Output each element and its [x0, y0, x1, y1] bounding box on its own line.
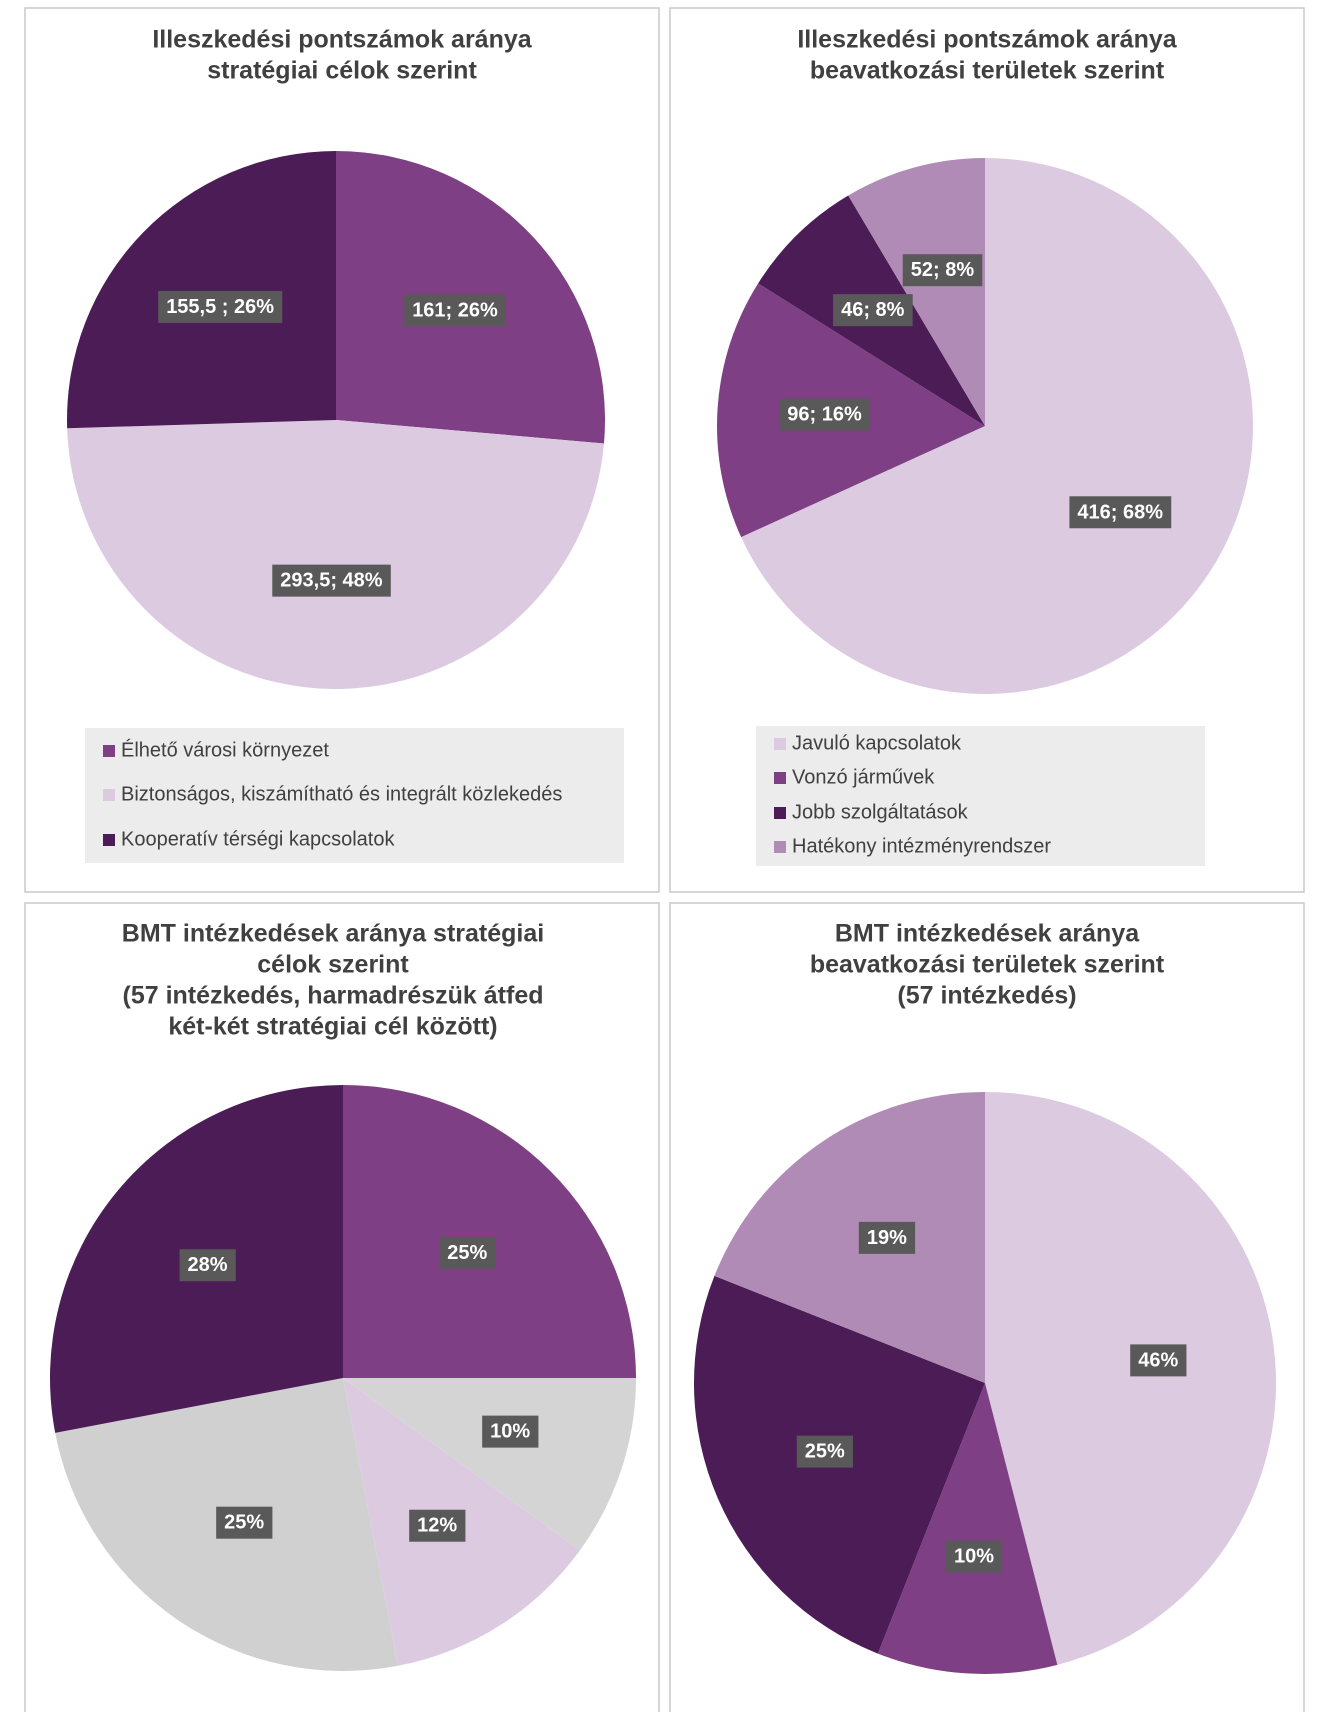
pie-slice: [877, 1383, 1058, 1674]
pie-slice: [741, 158, 1254, 694]
chart-title: stratégiai célok szerint: [207, 57, 477, 85]
chart-title: Illeszkedési pontszámok aránya: [152, 26, 532, 54]
legend-box: [85, 728, 624, 863]
legend-swatch: [774, 772, 786, 784]
legend-swatch: [774, 807, 786, 819]
legend-label: Kooperatív térségi kapcsolatok: [121, 828, 395, 850]
legend-label: Élhető városi környezet: [121, 738, 329, 761]
value-label: 25%: [805, 1441, 845, 1463]
pie-slice: [67, 151, 336, 429]
value-label: 155,5 ; 26%: [166, 296, 274, 318]
panel: [24, 7, 660, 893]
chart-title: két-két stratégiai cél között): [168, 1013, 497, 1041]
value-label-box: [272, 564, 391, 597]
value-label-box: [158, 290, 283, 323]
legend-swatch: [103, 745, 115, 757]
legend-label: Vonzó járművek: [792, 766, 935, 788]
value-label: 19%: [867, 1227, 907, 1249]
panel: [24, 902, 660, 1712]
legend-label: Hatékony intézményrendszer: [792, 835, 1051, 857]
pie-slice: [848, 158, 985, 426]
legend-label: Javuló kapcsolatok: [792, 732, 962, 754]
panel: [669, 902, 1305, 1712]
chart-title: BMT intézkedések aránya: [835, 920, 1140, 948]
value-label: 161; 26%: [412, 299, 498, 321]
pie-slice: [714, 1092, 985, 1383]
pie-slice: [343, 1085, 636, 1378]
value-label-box: [1130, 1344, 1187, 1377]
value-label: 25%: [447, 1242, 487, 1264]
value-label-box: [482, 1415, 539, 1448]
value-label-box: [858, 1221, 916, 1254]
value-label-box: [779, 398, 871, 431]
legend-label: Jobb szolgáltatások: [792, 801, 969, 823]
value-label-box: [179, 1249, 236, 1282]
chart-title: beavatkozási területek szerint: [810, 57, 1165, 85]
panel: [669, 7, 1305, 893]
pie-slice: [343, 1378, 636, 1551]
value-label-box: [1069, 496, 1172, 529]
legend-swatch: [103, 789, 115, 801]
value-label-box: [833, 294, 913, 327]
chart-title: Illeszkedési pontszámok aránya: [797, 26, 1177, 54]
pie-slice: [67, 420, 604, 690]
value-label: 293,5; 48%: [280, 570, 383, 592]
legend-swatch: [774, 738, 786, 750]
legend-swatch: [774, 841, 786, 853]
value-label: 12%: [417, 1515, 457, 1537]
legend-swatch: [103, 834, 115, 846]
value-label: 28%: [188, 1254, 228, 1276]
value-label-box: [404, 294, 507, 327]
value-label: 416; 68%: [1077, 501, 1163, 523]
chart-title: célok szerint: [257, 951, 409, 979]
value-label-box: [902, 254, 983, 287]
chart-title: beavatkozási területek szerint: [810, 951, 1165, 979]
chart-title: (57 intézkedés, harmadrészük átfed: [123, 982, 544, 1010]
value-label: 46%: [1138, 1349, 1178, 1371]
value-label: 10%: [490, 1421, 530, 1443]
value-label-box: [439, 1236, 496, 1269]
value-label-box: [409, 1509, 466, 1542]
value-label: 46; 8%: [841, 299, 905, 321]
value-label: 52; 8%: [911, 259, 975, 281]
legend-box: [756, 726, 1205, 866]
value-label-box: [216, 1506, 273, 1539]
chart-title: BMT intézkedések aránya stratégiai: [122, 920, 544, 948]
value-label-box: [946, 1540, 1003, 1573]
legend-label: Biztonságos, kiszámítható és integrált k…: [121, 783, 562, 805]
pie-slice: [985, 1092, 1277, 1665]
value-label: 25%: [224, 1512, 264, 1534]
value-label: 10%: [954, 1546, 994, 1568]
value-label: 96; 16%: [787, 404, 862, 426]
value-label-box: [796, 1435, 853, 1468]
chart-title: (57 intézkedés): [897, 982, 1076, 1010]
